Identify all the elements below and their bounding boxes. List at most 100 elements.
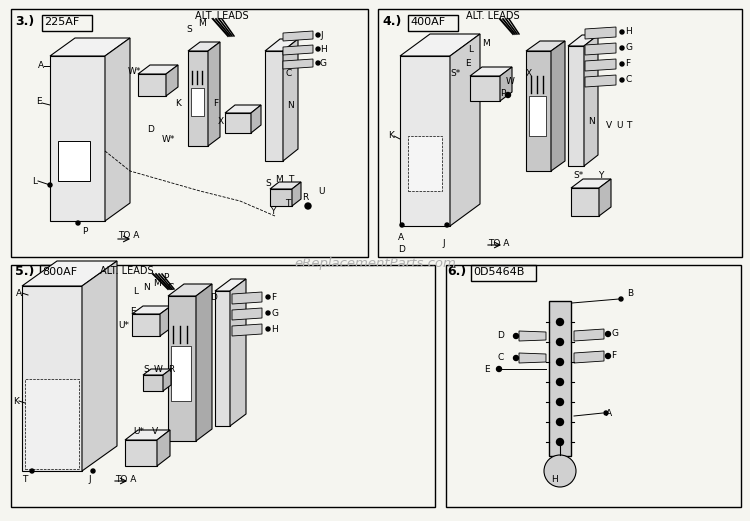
Text: 6.): 6.) — [447, 265, 466, 278]
Polygon shape — [283, 31, 313, 41]
Text: X: X — [218, 117, 224, 126]
Bar — [446, 265, 741, 507]
Polygon shape — [400, 56, 450, 226]
Circle shape — [604, 411, 608, 415]
Polygon shape — [585, 75, 616, 87]
Text: N: N — [287, 102, 294, 110]
Bar — [11, 265, 435, 507]
Text: R: R — [302, 193, 308, 203]
Text: H: H — [320, 44, 327, 54]
Polygon shape — [265, 51, 283, 161]
Polygon shape — [188, 42, 220, 51]
Circle shape — [266, 295, 270, 299]
Text: 4.): 4.) — [382, 15, 401, 28]
Bar — [408, 15, 458, 31]
Text: K: K — [175, 98, 181, 107]
Text: H: H — [625, 28, 632, 36]
Text: 225AF: 225AF — [44, 17, 80, 27]
Circle shape — [605, 331, 610, 337]
Text: TO A: TO A — [118, 231, 140, 241]
Polygon shape — [585, 27, 616, 39]
Bar — [40, 265, 90, 281]
Polygon shape — [265, 39, 298, 51]
Polygon shape — [526, 41, 565, 51]
Text: E: E — [484, 365, 490, 374]
Polygon shape — [519, 353, 546, 363]
Text: B: B — [627, 289, 633, 297]
Text: U: U — [616, 120, 622, 130]
Circle shape — [544, 455, 576, 487]
Circle shape — [556, 318, 563, 326]
Polygon shape — [574, 329, 604, 341]
Circle shape — [445, 223, 449, 227]
Polygon shape — [163, 369, 171, 391]
Text: C: C — [285, 68, 291, 78]
Text: F: F — [271, 292, 276, 302]
Text: P: P — [163, 272, 168, 281]
Text: E: E — [130, 306, 136, 316]
Text: J: J — [442, 239, 445, 247]
Text: M: M — [198, 19, 206, 29]
Bar — [471, 265, 536, 281]
Bar — [529, 96, 546, 136]
Text: S*: S* — [573, 170, 584, 180]
Text: A: A — [398, 233, 404, 242]
Polygon shape — [292, 182, 301, 206]
Polygon shape — [251, 105, 261, 133]
Polygon shape — [584, 35, 598, 166]
Polygon shape — [551, 41, 565, 171]
Bar — [42, 15, 92, 31]
Text: N: N — [143, 282, 150, 292]
Circle shape — [506, 93, 511, 97]
Polygon shape — [225, 105, 261, 113]
Text: S: S — [265, 179, 271, 188]
Polygon shape — [160, 306, 171, 336]
Text: G: G — [611, 329, 618, 339]
Text: eReplacementParts.com: eReplacementParts.com — [294, 256, 456, 269]
Text: D: D — [398, 244, 405, 254]
Text: J: J — [88, 475, 91, 483]
Polygon shape — [283, 39, 298, 161]
Text: Y: Y — [270, 206, 275, 216]
Text: T: T — [626, 120, 632, 130]
Polygon shape — [22, 286, 82, 471]
Polygon shape — [232, 324, 262, 336]
Polygon shape — [270, 189, 292, 206]
Text: C: C — [625, 76, 632, 84]
Circle shape — [48, 183, 52, 187]
Text: F: F — [625, 59, 630, 68]
Text: M: M — [275, 175, 283, 183]
Bar — [408, 136, 442, 191]
Polygon shape — [138, 65, 178, 74]
Polygon shape — [196, 284, 212, 441]
Circle shape — [305, 203, 311, 209]
Text: P: P — [500, 89, 506, 97]
Polygon shape — [450, 34, 480, 226]
Text: A: A — [16, 289, 22, 297]
Text: L: L — [32, 177, 37, 185]
Polygon shape — [568, 46, 584, 166]
Text: 0D5464B: 0D5464B — [473, 267, 524, 277]
Text: L: L — [468, 44, 473, 54]
Text: G: G — [271, 308, 278, 317]
Text: E: E — [36, 96, 42, 105]
Text: W*: W* — [128, 67, 141, 76]
Polygon shape — [225, 113, 251, 133]
Circle shape — [91, 469, 95, 473]
Bar — [25, 379, 79, 469]
Text: TO A: TO A — [115, 475, 136, 483]
Circle shape — [556, 439, 563, 445]
Polygon shape — [82, 261, 117, 471]
Text: W*: W* — [162, 134, 176, 143]
Circle shape — [400, 223, 404, 227]
Text: U*: U* — [133, 427, 144, 436]
Text: U*: U* — [118, 321, 129, 330]
Text: ALT. LEADS: ALT. LEADS — [195, 11, 248, 21]
Polygon shape — [500, 67, 512, 101]
Text: TO A: TO A — [488, 239, 509, 247]
Polygon shape — [585, 43, 616, 55]
Circle shape — [514, 355, 518, 361]
Text: L: L — [133, 287, 138, 295]
Polygon shape — [168, 284, 212, 296]
Polygon shape — [132, 306, 171, 314]
